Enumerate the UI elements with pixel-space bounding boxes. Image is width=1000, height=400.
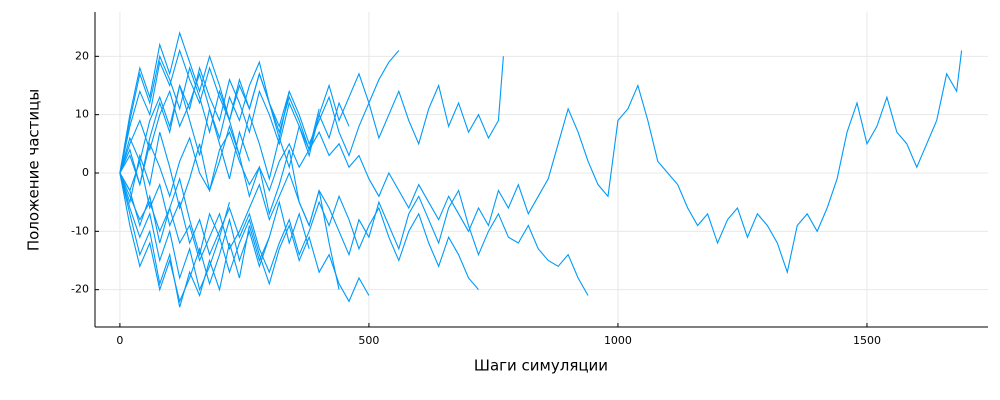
y-tick-label: 0	[82, 166, 89, 179]
walk-line	[119, 172, 370, 303]
y-tick-label: 10	[75, 108, 89, 121]
x-axis-label: Шаги симуляции	[474, 357, 608, 375]
y-tick-label: 20	[75, 49, 89, 62]
walk-line	[119, 50, 963, 275]
walk-line	[119, 172, 270, 308]
walk-line	[119, 50, 400, 174]
y-axis-label: Положение частицы	[25, 89, 43, 251]
walk-line	[119, 159, 479, 291]
x-tick-label: 1000	[604, 334, 632, 347]
x-tick-label: 1500	[853, 334, 881, 347]
x-tick-label: 0	[116, 334, 123, 347]
walk-line	[119, 85, 250, 185]
walk-line	[119, 172, 310, 304]
walk-line	[119, 124, 340, 290]
x-tick-label: 500	[358, 334, 379, 347]
y-tick-label: -10	[71, 224, 89, 237]
walk-line	[119, 31, 290, 174]
walk-line	[119, 54, 320, 181]
walk-line	[119, 172, 231, 257]
y-tick-label: -20	[71, 283, 89, 296]
